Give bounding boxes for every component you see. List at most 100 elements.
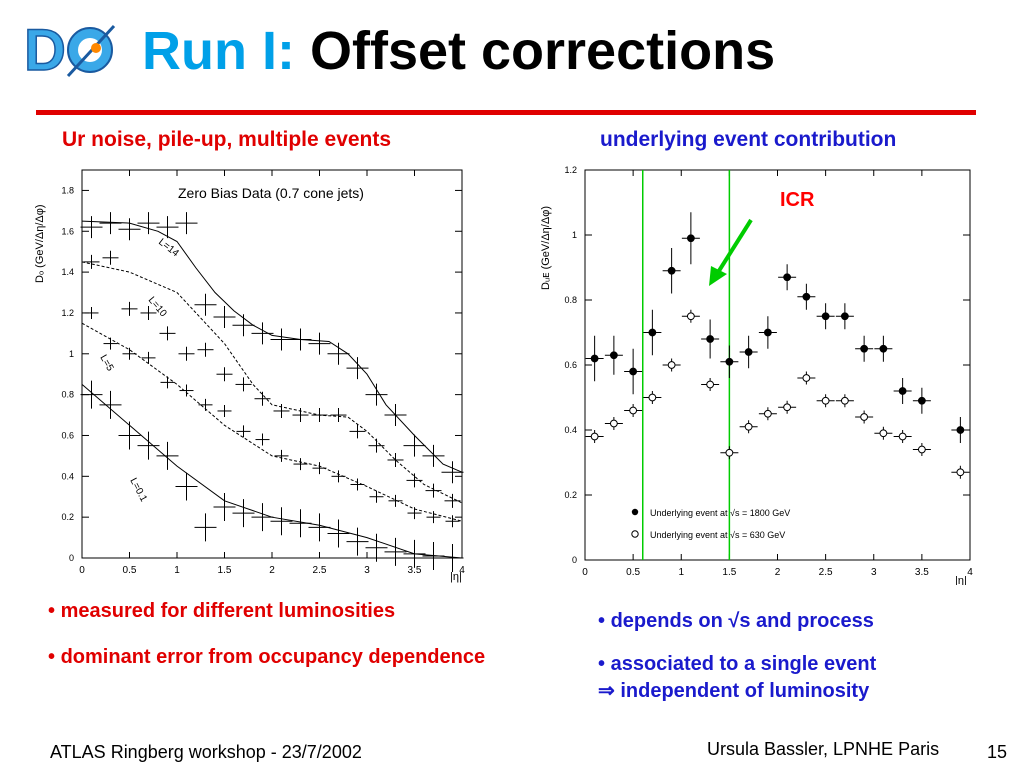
- data-point: [422, 444, 445, 467]
- lc-y-tick-label: 1.6: [61, 226, 74, 236]
- curve-l10: [81, 261, 463, 504]
- data-point: [441, 461, 464, 484]
- lc-y-tick-label: 1.2: [61, 308, 74, 318]
- lc-x-tick-label: 4: [459, 565, 465, 576]
- point-1800gev: [604, 335, 623, 375]
- bullet-text: independent of luminosity: [620, 680, 870, 702]
- data-point: [137, 212, 160, 235]
- rc-x-tick-label: 1: [678, 567, 684, 578]
- point-1800gev: [701, 319, 720, 359]
- point-630gev: [816, 394, 835, 408]
- data-point: [406, 473, 423, 488]
- data-point: [175, 472, 198, 501]
- data-point: [159, 326, 176, 341]
- lc-y-tick-label: 0.2: [61, 512, 74, 522]
- lc-y-tick-label: 0.8: [61, 390, 74, 400]
- point-630gev: [874, 426, 893, 440]
- bullet-text: associated to a single event: [610, 653, 877, 675]
- data-point: [118, 421, 141, 450]
- curve-label-l14: L=14: [156, 237, 181, 260]
- data-point: [254, 391, 271, 406]
- implies-arrow: ⇒: [598, 680, 615, 702]
- data-point: [198, 398, 213, 411]
- data-point: [80, 216, 103, 239]
- data-point: [232, 314, 255, 337]
- point-1800gev: [835, 303, 854, 330]
- rc-y-tick-label: 0.4: [564, 425, 577, 435]
- lc-y-tick-label: 0.4: [61, 471, 74, 481]
- underlying-event-chart: Dᵤᴇ (GeV/Δη/Δφ) |η| 0 0.5 1 1.5 2 2.5 3 3.5 4 0 0.…: [540, 165, 973, 585]
- data-point: [403, 434, 426, 457]
- rc-x-tick-label: 4: [967, 567, 973, 578]
- left-bullet-1: • measured for different luminosities: [48, 598, 395, 624]
- data-point: [255, 433, 270, 446]
- point-1800gev: [681, 212, 700, 265]
- data-point: [160, 376, 175, 389]
- curve-label-l5: L=5: [97, 353, 115, 374]
- footer-event: ATLAS Ringberg workshop - 23/7/2002: [50, 742, 362, 762]
- data-point: [270, 507, 293, 536]
- title-prefix: Run I:: [142, 21, 295, 81]
- bullet-mark: •: [598, 610, 606, 632]
- bullet-mark: •: [598, 653, 606, 675]
- data-point: [330, 408, 347, 423]
- data-point: [327, 342, 350, 365]
- lc-y-tick-label: 1: [69, 349, 74, 359]
- point-630gev: [585, 430, 604, 443]
- data-point: [235, 377, 252, 392]
- lc-x-tick-label: 0.5: [123, 565, 137, 576]
- data-point: [441, 544, 464, 572]
- data-point: [118, 218, 141, 241]
- point-1800gev: [874, 335, 893, 362]
- left-heading: Ur noise, pile-up, multiple events: [62, 128, 392, 151]
- offset-chart: Zero Bias Data (0.7 cone jets) Dₒ (GeV/Δ…: [34, 169, 465, 583]
- point-1800gev: [912, 387, 931, 414]
- chart-title: Zero Bias Data (0.7 cone jets): [178, 185, 364, 201]
- curve-l5: [81, 322, 463, 522]
- rc-x-tick-label: 3: [871, 567, 877, 578]
- data-point: [103, 337, 118, 350]
- y-axis-label: Dᵤᴇ (GeV/Δη/Δφ): [540, 206, 552, 290]
- rc-x-tick-label: 2: [775, 567, 781, 578]
- data-point: [350, 478, 365, 491]
- rc-x-tick-label: 2.5: [819, 567, 833, 578]
- rc-x-tick-label: 1.5: [722, 567, 736, 578]
- curve-label-l10: L=10: [146, 295, 169, 320]
- rc-y-tick-label: 0.2: [564, 490, 577, 500]
- curve-l01: [81, 384, 463, 559]
- data-point: [422, 541, 445, 570]
- y-axis-label: Dₒ (GeV/Δη/Δφ): [34, 204, 46, 283]
- data-point: [156, 216, 179, 239]
- data-point: [99, 212, 122, 235]
- lc-x-tick-label: 1.5: [218, 565, 232, 576]
- point-1800gev: [816, 303, 835, 330]
- point-630gev: [912, 443, 931, 456]
- point-630gev: [624, 404, 643, 417]
- data-point: [289, 328, 312, 351]
- point-630gev: [681, 309, 700, 323]
- point-1800gev: [778, 264, 797, 291]
- lc-x-tick-label: 2.5: [313, 565, 327, 576]
- point-1800gev: [951, 417, 970, 443]
- data-point: [140, 305, 157, 320]
- data-point: [311, 408, 328, 423]
- point-1800gev: [855, 335, 874, 362]
- data-point: [425, 483, 442, 498]
- footer-author: Ursula Bassler, LPNHE Paris: [707, 739, 940, 759]
- data-point: [289, 509, 312, 538]
- data-point: [194, 513, 217, 542]
- data-point: [83, 254, 100, 269]
- point-630gev: [643, 391, 662, 404]
- title-divider: [36, 110, 976, 115]
- icr-label: ICR: [780, 189, 815, 211]
- rc-y-tick-label: 1: [572, 230, 577, 240]
- point-1800gev: [758, 316, 777, 349]
- data-point: [102, 250, 119, 265]
- lc-x-tick-label: 3.5: [408, 565, 422, 576]
- curve-label-l01: L=0.1: [127, 476, 149, 504]
- point-1800gev: [720, 345, 739, 378]
- x-axis-label: |η|: [955, 575, 967, 585]
- data-point: [216, 367, 233, 382]
- right-bullet-1: • depends on √s and process: [598, 608, 874, 634]
- lc-x-tick-label: 2: [269, 565, 275, 576]
